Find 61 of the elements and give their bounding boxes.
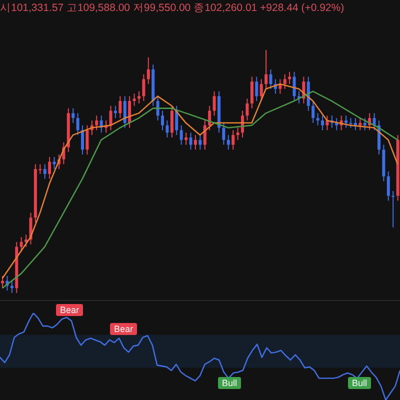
candlestick — [175, 105, 178, 136]
candlestick — [386, 171, 390, 202]
annotation: Bull — [348, 377, 372, 389]
candlestick — [326, 115, 329, 131]
candlestick — [363, 118, 366, 131]
candlestick — [43, 164, 46, 180]
candlestick — [203, 120, 206, 150]
candlestick — [189, 132, 192, 150]
candlestick — [288, 71, 292, 85]
candlestick — [354, 118, 357, 131]
candlestick — [81, 124, 84, 155]
candlestick — [20, 236, 23, 252]
candlestick — [24, 234, 28, 248]
candlestick — [349, 118, 352, 128]
candlestick — [226, 134, 230, 150]
candlestick — [123, 96, 126, 128]
candlestick — [316, 112, 320, 126]
candlestick — [184, 132, 188, 146]
candlestick — [146, 56, 150, 85]
candlestick — [246, 98, 249, 121]
candlestick — [95, 115, 98, 131]
candlestick — [255, 76, 258, 102]
candlestick — [118, 96, 122, 119]
candlestick — [72, 108, 75, 124]
candlestick — [236, 127, 240, 140]
candlestick — [1, 275, 4, 289]
candlestick — [283, 74, 286, 90]
candlestick — [161, 110, 164, 131]
candlestick — [76, 112, 80, 136]
text: 시101,331.57 고109,588.00 저99,550.00 종102,260.01 +928.44 (+0.92%) — [0, 1, 344, 15]
candlestick — [312, 100, 315, 124]
candlestick — [198, 134, 202, 150]
candlestick — [335, 118, 338, 131]
candlestick — [142, 74, 146, 102]
candlestick — [392, 190, 395, 228]
annotation: Bull — [218, 377, 242, 389]
candlestick — [194, 134, 197, 150]
candlestick — [292, 71, 296, 102]
candlestick — [269, 68, 272, 90]
annotation: Bear — [110, 323, 138, 335]
candlestick — [180, 124, 183, 146]
candlestick — [128, 96, 132, 128]
candlestick — [250, 76, 254, 109]
candlestick — [321, 115, 324, 131]
candlestick — [358, 118, 362, 131]
candlestick — [264, 50, 268, 90]
candlestick — [10, 280, 14, 293]
candlestick — [232, 130, 235, 150]
candlestick — [166, 120, 169, 138]
candlestick — [86, 124, 89, 155]
candlestick — [344, 115, 348, 128]
candlestick — [109, 105, 112, 131]
candlestick — [137, 90, 140, 104]
annotation: Bear — [56, 304, 84, 316]
candlestick — [212, 90, 216, 116]
candlestick — [260, 78, 263, 102]
candlestick — [372, 112, 376, 131]
candlestick — [170, 105, 174, 138]
candlestick — [222, 122, 226, 146]
candlestick — [48, 156, 52, 180]
candlestick — [132, 93, 136, 106]
